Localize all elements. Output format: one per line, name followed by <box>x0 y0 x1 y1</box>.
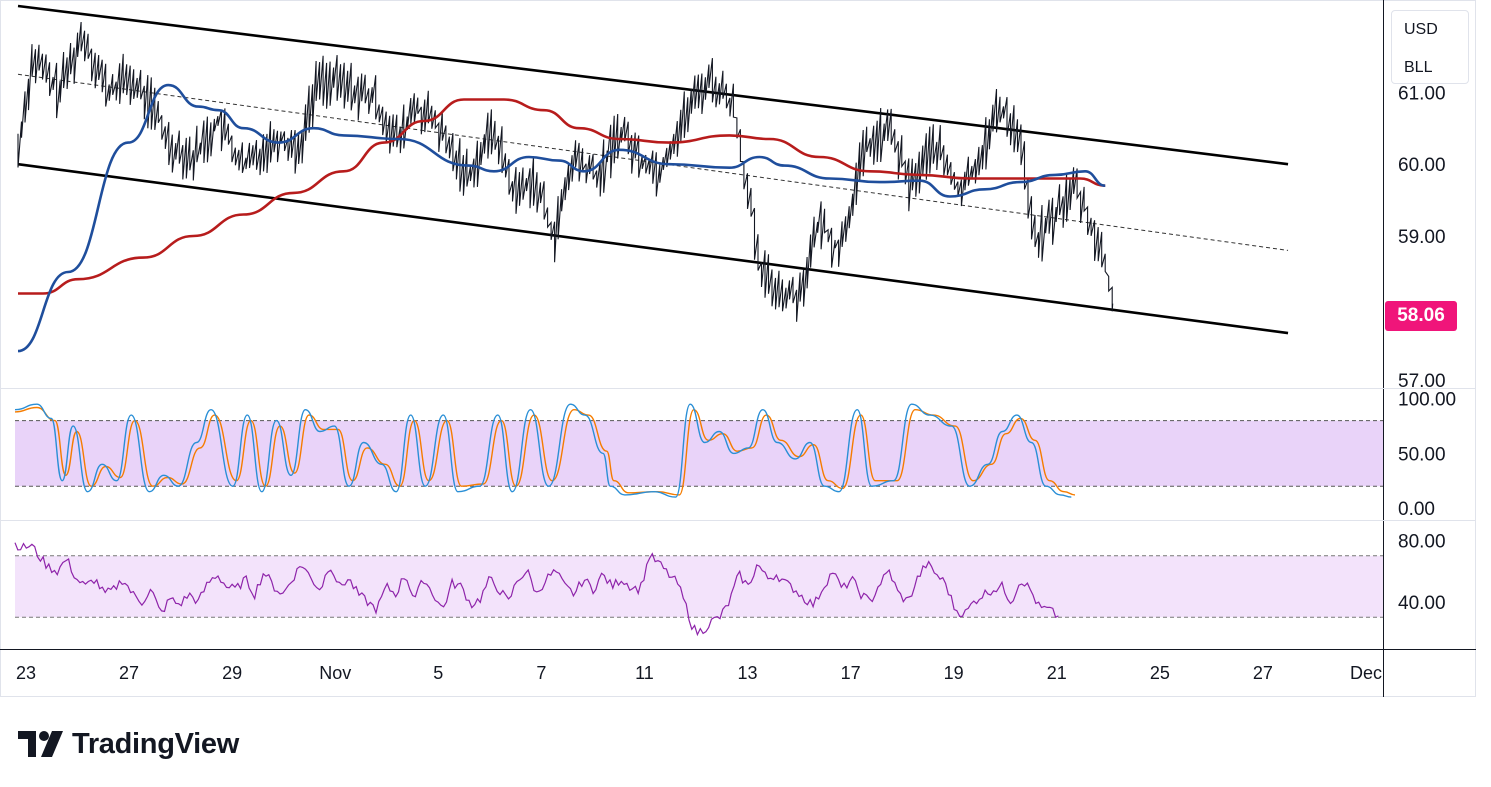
time-tick-label: 25 <box>1150 663 1170 683</box>
price-series[interactable] <box>17 21 1114 322</box>
time-axis[interactable]: 23 27 29 Nov 5 7 11 13 17 19 21 25 27 Dec <box>16 663 1382 683</box>
last-price-tag: 58.06 <box>1385 301 1457 331</box>
channel-mid-line[interactable] <box>17 73 1289 251</box>
stochastic-tick-label: 100.00 <box>1398 390 1456 411</box>
time-tick-label: 13 <box>738 663 758 683</box>
rsi-tick-label: 80.00 <box>1398 531 1446 552</box>
rsi-axis[interactable]: 80.00 40.00 <box>1398 531 1446 613</box>
price-tick-label: 61.00 <box>1398 83 1446 104</box>
currency-label[interactable]: USD <box>1404 21 1438 38</box>
brand-name: TradingView <box>72 727 239 760</box>
time-tick-label: 7 <box>536 663 546 683</box>
ma-fast-series[interactable] <box>17 83 1106 353</box>
time-tick-label: 5 <box>433 663 443 683</box>
stochastic-axis[interactable]: 100.00 50.00 0.00 <box>1398 390 1456 520</box>
time-tick-label: 29 <box>222 663 242 683</box>
price-axis[interactable]: 61.00 60.00 59.00 57.00 <box>1398 83 1446 392</box>
price-tick-label: 57.00 <box>1398 371 1446 392</box>
time-tick-label: 11 <box>635 663 654 683</box>
tradingview-logo[interactable]: TradingView <box>18 724 239 764</box>
rsi-pane[interactable] <box>14 542 1383 637</box>
time-tick-label: 17 <box>841 663 861 683</box>
time-tick-label: Dec <box>1350 663 1382 683</box>
stochastic-k-series[interactable] <box>14 403 1072 498</box>
time-tick-label: 21 <box>1047 663 1067 683</box>
stochastic-pane[interactable] <box>14 403 1383 498</box>
time-tick-label: 27 <box>1253 663 1273 683</box>
rsi-tick-label: 40.00 <box>1398 593 1446 614</box>
ma-slow-series[interactable] <box>18 98 1106 295</box>
price-tick-label: 59.00 <box>1398 227 1446 248</box>
unit-label[interactable]: BLL <box>1404 59 1433 76</box>
time-tick-label: 19 <box>944 663 964 683</box>
stochastic-tick-label: 0.00 <box>1398 499 1435 520</box>
time-tick-label: 23 <box>16 663 36 683</box>
chart-frame <box>0 0 1476 697</box>
tradingview-logo-icon <box>18 731 63 757</box>
stochastic-tick-label: 50.00 <box>1398 444 1446 465</box>
channel-lower-line[interactable] <box>17 162 1289 335</box>
unit-selector[interactable]: USD BLL <box>1391 10 1469 84</box>
rsi-band <box>15 555 1383 618</box>
price-pane[interactable] <box>17 4 1289 353</box>
time-tick-label: Nov <box>319 663 351 683</box>
time-tick-label: 27 <box>119 663 139 683</box>
rsi-series[interactable] <box>14 542 1059 637</box>
price-tick-label: 60.00 <box>1398 155 1446 176</box>
channel-upper-line[interactable] <box>17 4 1289 166</box>
